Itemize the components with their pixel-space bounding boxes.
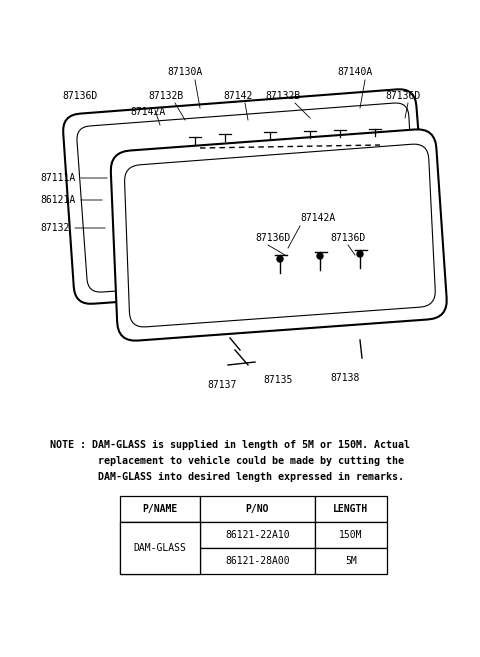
Polygon shape bbox=[63, 89, 429, 304]
Circle shape bbox=[317, 253, 323, 259]
Text: 87140A: 87140A bbox=[337, 67, 372, 77]
Text: 86121A: 86121A bbox=[40, 195, 102, 205]
Text: NOTE : DAM-GLASS is supplied in length of 5M or 150M. Actual: NOTE : DAM-GLASS is supplied in length o… bbox=[50, 440, 410, 450]
Text: 87142A: 87142A bbox=[130, 107, 165, 117]
Text: 87136D: 87136D bbox=[385, 91, 420, 101]
Bar bbox=[200, 548, 315, 574]
Circle shape bbox=[357, 251, 363, 257]
Circle shape bbox=[277, 256, 283, 262]
Text: DAM-GLASS into desired length expressed in remarks.: DAM-GLASS into desired length expressed … bbox=[50, 472, 404, 482]
Text: 5M: 5M bbox=[345, 556, 357, 566]
Text: DAM-GLASS: DAM-GLASS bbox=[133, 543, 186, 553]
Text: 87142: 87142 bbox=[223, 91, 252, 101]
Text: DAM-GLASS: DAM-GLASS bbox=[133, 530, 186, 540]
Bar bbox=[315, 496, 387, 522]
Text: 87132B: 87132B bbox=[265, 91, 300, 101]
Bar bbox=[200, 522, 315, 548]
Text: 87111A: 87111A bbox=[40, 173, 107, 183]
Polygon shape bbox=[111, 129, 446, 340]
Bar bbox=[120, 496, 200, 522]
Text: 150M: 150M bbox=[339, 530, 363, 540]
Text: 86121-22A10: 86121-22A10 bbox=[225, 530, 290, 540]
Text: 87132B: 87132B bbox=[148, 91, 183, 101]
Bar bbox=[315, 548, 387, 574]
Text: 87136D: 87136D bbox=[62, 91, 97, 101]
Text: 86121-28A00: 86121-28A00 bbox=[225, 556, 290, 566]
Text: 87135: 87135 bbox=[264, 375, 293, 385]
Text: 87136D: 87136D bbox=[255, 233, 290, 243]
Text: 87136D: 87136D bbox=[330, 233, 365, 243]
Text: P/NO: P/NO bbox=[246, 504, 269, 514]
Text: replacement to vehicle could be made by cutting the: replacement to vehicle could be made by … bbox=[50, 456, 404, 466]
Bar bbox=[120, 548, 200, 574]
Text: P/NAME: P/NAME bbox=[143, 504, 178, 514]
Text: 87138: 87138 bbox=[330, 373, 360, 383]
Text: 87132: 87132 bbox=[40, 223, 105, 233]
Text: 87142A: 87142A bbox=[300, 213, 335, 223]
Bar bbox=[120, 522, 200, 548]
Text: 87130A: 87130A bbox=[168, 67, 203, 77]
Text: LENGTH: LENGTH bbox=[334, 504, 369, 514]
Bar bbox=[315, 522, 387, 548]
Text: 87137: 87137 bbox=[207, 380, 237, 390]
Bar bbox=[200, 496, 315, 522]
Bar bbox=[120, 522, 200, 574]
